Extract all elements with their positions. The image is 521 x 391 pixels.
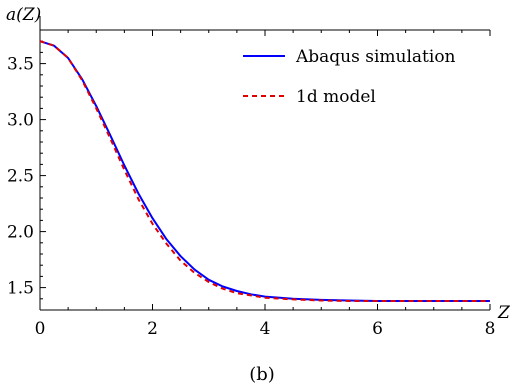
legend: Abaqus simulation 1d model bbox=[243, 47, 456, 107]
series-line-abaqus-simulation bbox=[39, 40, 490, 302]
legend-label: 1d model bbox=[296, 87, 376, 107]
series-line-1d-model bbox=[39, 40, 490, 302]
x-tick-label: 6 bbox=[372, 319, 383, 339]
y-tick-label: 2.5 bbox=[7, 167, 34, 187]
y-tick-label: 3.0 bbox=[7, 111, 34, 131]
figure-caption: (b) bbox=[249, 364, 275, 385]
y-axis-label: a(Z) bbox=[6, 5, 41, 25]
y-tick-label: 3.5 bbox=[7, 55, 34, 75]
x-axis-label: Z bbox=[497, 303, 511, 323]
x-tick-label: 0 bbox=[35, 319, 46, 339]
series-layer bbox=[39, 40, 490, 302]
x-tick-label: 4 bbox=[260, 319, 271, 339]
y-tick-label: 1.5 bbox=[7, 279, 34, 299]
y-tick-label: 2.0 bbox=[7, 223, 34, 243]
x-tick-label: 2 bbox=[147, 319, 158, 339]
plot-axes: 0 2 4 6 8 1.5 2.0 2.5 3.0 3.5 bbox=[7, 16, 495, 339]
x-tick-label: 8 bbox=[485, 319, 496, 339]
legend-label: Abaqus simulation bbox=[295, 47, 456, 67]
